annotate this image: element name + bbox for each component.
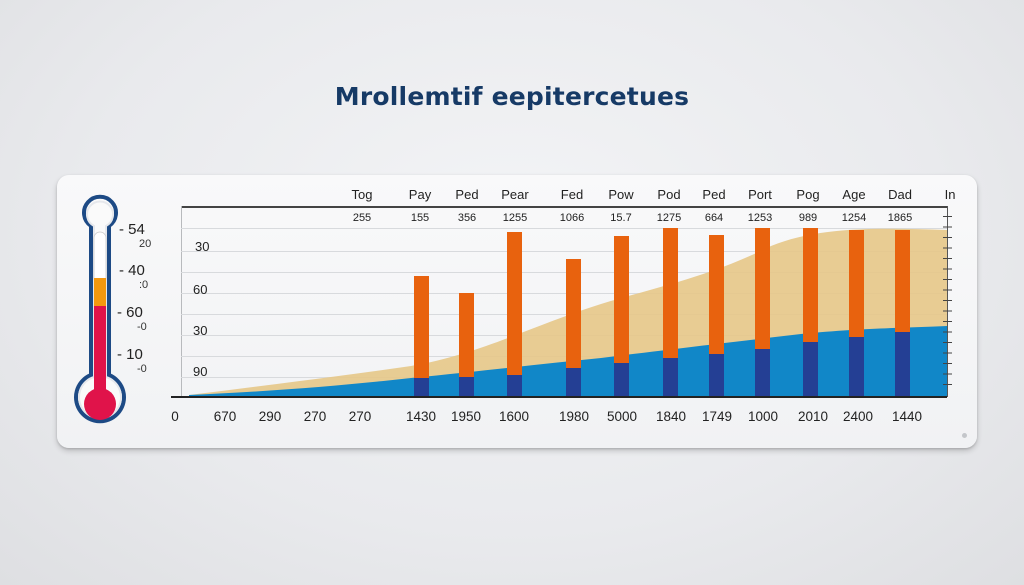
- corner-dot: [962, 433, 967, 438]
- category-label: Ped: [455, 187, 479, 202]
- category-label: Port: [748, 187, 772, 202]
- x-tick-label: 5000: [606, 409, 638, 424]
- category-label: Age: [842, 187, 866, 202]
- category-label: Ped: [702, 187, 726, 202]
- x-tick-label: 2010: [797, 409, 829, 424]
- value-label: 664: [704, 212, 724, 224]
- area-series: [189, 228, 947, 397]
- x-tick-label: 2400: [842, 409, 874, 424]
- thermo-subtick: 20: [139, 238, 152, 250]
- x-tick-label: 1840: [655, 409, 687, 424]
- value-label: 1275: [656, 212, 682, 224]
- bar[interactable]: [755, 228, 770, 397]
- value-label: 1255: [502, 212, 528, 224]
- bar[interactable]: [459, 293, 474, 397]
- value-label: 1253: [747, 212, 773, 224]
- bar[interactable]: [614, 236, 629, 397]
- y-tick-label: 90: [193, 364, 208, 379]
- right-axis-ticks: [943, 216, 952, 391]
- chart-title: Mrollemtif eepitercetues: [334, 82, 690, 111]
- x-tick-label: 1980: [558, 409, 590, 424]
- category-label: Pog: [796, 187, 820, 202]
- x-tick-label: 0: [171, 409, 179, 424]
- category-label: Pow: [608, 187, 634, 202]
- bar[interactable]: [895, 230, 910, 397]
- chart-card: - 54 20 - 40 :0 - 60 -0 - 10 -0 Tog Pay …: [57, 175, 977, 448]
- gridline: [181, 228, 947, 229]
- x-tick-label: 290: [258, 409, 282, 424]
- thermo-tick: - 54: [119, 221, 145, 238]
- thermo-tick: - 10: [117, 346, 143, 363]
- bar[interactable]: [507, 232, 522, 397]
- thermo-tick: - 40: [119, 262, 145, 279]
- bar[interactable]: [663, 228, 678, 397]
- y-tick-label: 60: [193, 282, 208, 297]
- thermo-tick: - 60: [117, 304, 143, 321]
- y-tick-label: 30: [193, 323, 208, 338]
- x-tick-label: 1000: [747, 409, 779, 424]
- value-label: 1865: [887, 212, 913, 224]
- x-axis-line: [171, 396, 947, 398]
- bar[interactable]: [709, 235, 724, 397]
- top-axis-line: [181, 206, 947, 208]
- value-label: 255: [352, 212, 372, 224]
- gridline: [181, 272, 947, 273]
- category-label: Tog: [351, 187, 373, 202]
- category-label: Dad: [888, 187, 912, 202]
- category-label: Pod: [657, 187, 681, 202]
- value-label: 15.7: [610, 212, 632, 224]
- x-tick-label: 1600: [498, 409, 530, 424]
- bar[interactable]: [566, 259, 581, 397]
- thermo-subtick: :0: [139, 279, 149, 291]
- x-tick-label: 1430: [405, 409, 437, 424]
- thermo-subtick: -0: [137, 321, 147, 333]
- bar[interactable]: [849, 230, 864, 397]
- y-tick-label: 30: [195, 239, 210, 254]
- category-label: Pear: [501, 187, 529, 202]
- x-tick-label: 1749: [701, 409, 733, 424]
- gridline: [181, 251, 947, 252]
- gridline: [181, 293, 947, 294]
- plot-area: 255 155 356 1255 1066 15.7 1275 664 1253…: [171, 206, 952, 398]
- x-tick-label: 1440: [891, 409, 923, 424]
- bar[interactable]: [803, 228, 818, 397]
- x-tick-label: 670: [213, 409, 237, 424]
- category-label: In: [944, 187, 956, 202]
- gridline: [181, 314, 947, 315]
- x-tick-label: 270: [348, 409, 372, 424]
- x-tick-label: 270: [303, 409, 327, 424]
- value-label: 1066: [559, 212, 585, 224]
- value-label: 1254: [841, 212, 867, 224]
- category-label: Pay: [408, 187, 432, 202]
- thermo-subtick: -0: [137, 363, 147, 375]
- left-axis-line: [181, 206, 182, 397]
- category-label: Fed: [560, 187, 584, 202]
- x-tick-label: 1950: [450, 409, 482, 424]
- value-label: 155: [410, 212, 430, 224]
- thermometer-icon: [71, 182, 129, 432]
- value-label: 989: [798, 212, 818, 224]
- bar[interactable]: [414, 276, 429, 397]
- value-label: 356: [457, 212, 477, 224]
